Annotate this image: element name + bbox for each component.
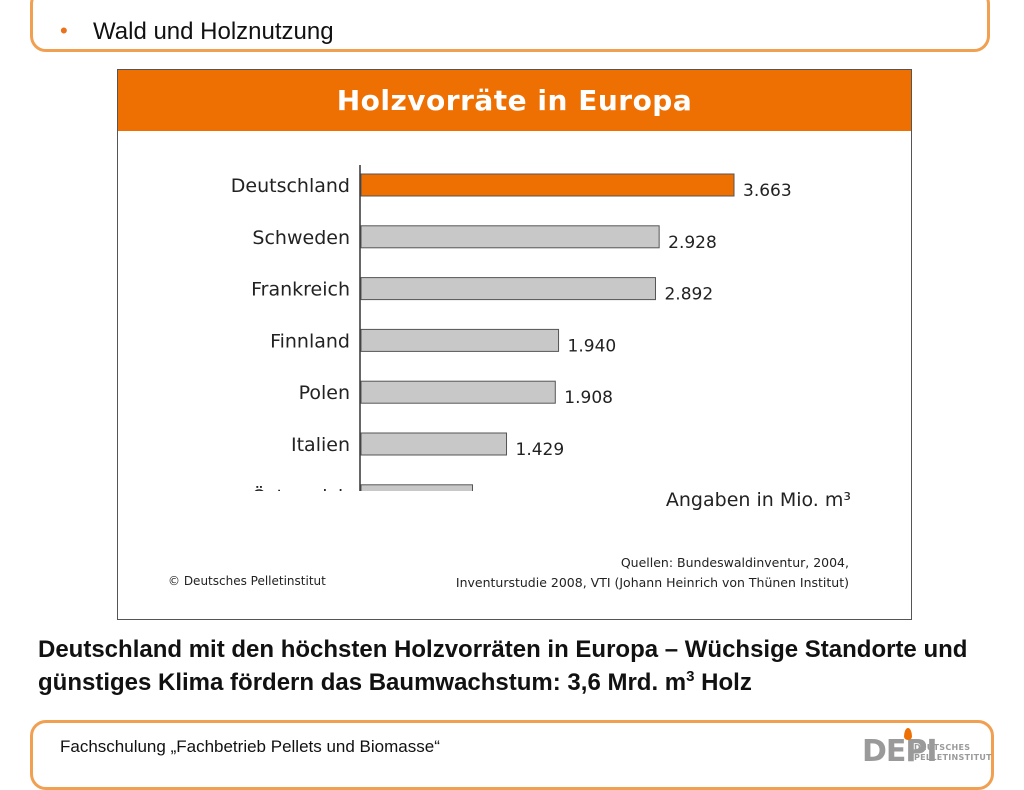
value-label: 2.928 [668, 233, 717, 253]
value-label: 2.892 [664, 285, 713, 305]
caption-superscript: 3 [686, 668, 695, 685]
unit-note: Angaben in Mio. m³ [665, 489, 851, 511]
bar-polen [360, 380, 556, 404]
category-label: Polen [299, 382, 350, 404]
chart-panel: Holzvorräte in Europa Deutschland 3.663 Sc… [117, 69, 912, 620]
chart-title: Holzvorräte in Europa [336, 84, 693, 117]
flame-icon [904, 728, 912, 740]
sources-note: Quellen: Bundeswaldinventur, 2004, Inven… [456, 553, 849, 593]
depi-logo: DEPI DEUTSCHES PELLETINSTITUT [862, 728, 992, 769]
bar-schweden [360, 225, 660, 249]
category-label: Österreich [252, 485, 350, 491]
logo-wordmark: DEPI [862, 734, 938, 769]
copyright-note: © Deutsches Pelletinstitut [168, 574, 326, 588]
footer-text: Fachschulung „Fachbetrieb Pellets und Bi… [60, 737, 440, 756]
chart-header: Holzvorräte in Europa [118, 70, 911, 131]
category-label: Frankreich [251, 279, 350, 301]
bar-frankreich [360, 277, 656, 301]
bar-finnland [360, 328, 560, 352]
bar-österreich [360, 484, 474, 491]
bar-italien [360, 432, 508, 456]
slide-heading: Wald und Holznutzung [93, 18, 334, 45]
heading-frame [30, 0, 990, 52]
bar-deutschland [360, 173, 735, 197]
value-label: 1.940 [568, 336, 617, 356]
source-line: Inventurstudie 2008, VTI (Johann Heinric… [455, 575, 849, 590]
category-label: Schweden [252, 227, 350, 249]
caption-end: Holz [694, 669, 752, 696]
value-label: 1.429 [516, 440, 565, 460]
value-label: 1.908 [564, 388, 613, 408]
category-label: Italien [291, 434, 350, 456]
logo-line-1: DEUTSCHES [914, 743, 971, 752]
category-label: Deutschland [231, 175, 350, 197]
logo-line-2: PELLETINSTITUT [914, 753, 992, 762]
slide-caption: Deutschland mit den höchsten Holzvorräte… [38, 633, 1008, 699]
bullet-icon: • [60, 18, 68, 43]
bar-chart: Deutschland 3.663 Schweden 2.928 Frankreich 2… [231, 165, 792, 491]
value-label: 3.663 [743, 181, 792, 201]
category-label: Finnland [270, 330, 350, 352]
caption-text: Deutschland mit den höchsten Holzvorräte… [38, 636, 968, 696]
source-line: Quellen: Bundeswaldinventur, 2004, [620, 555, 849, 570]
